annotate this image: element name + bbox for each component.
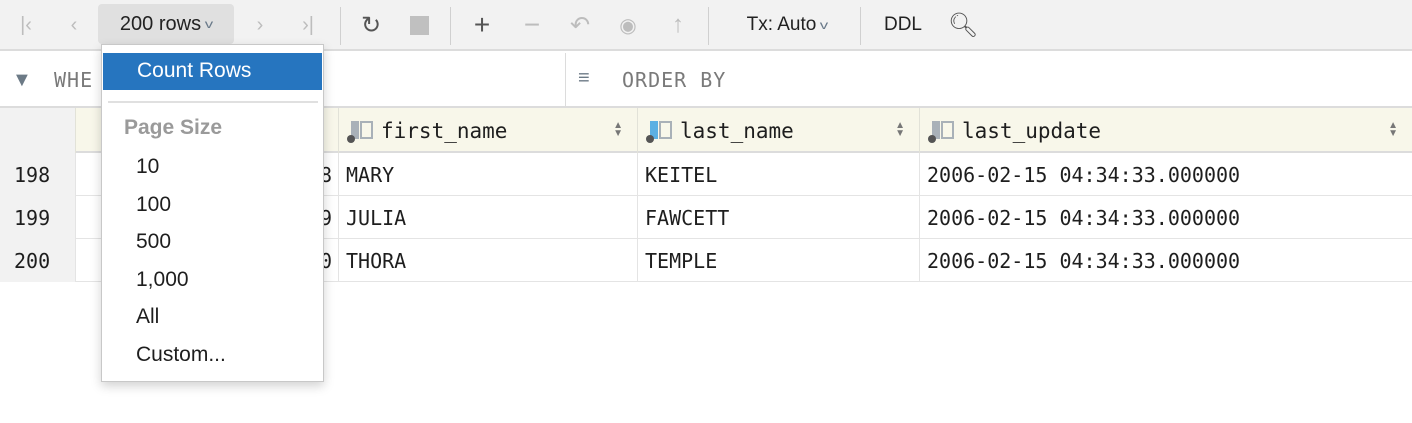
table-row[interactable]: 199 9 JULIA FAWCETT 2006-02-15 04:34:33.… <box>0 196 1412 239</box>
row-number-header <box>0 108 75 153</box>
column-icon <box>347 119 373 143</box>
cell-first-name[interactable]: MARY <box>338 153 637 196</box>
menu-item-500[interactable]: 500 <box>136 230 172 253</box>
chevron-down-icon: v <box>204 17 214 31</box>
divider <box>708 7 709 45</box>
add-row-icon[interactable]: + <box>473 9 491 40</box>
push-icon[interactable]: ↑ <box>672 11 684 38</box>
revert-icon[interactable]: ↶ <box>569 11 591 39</box>
divider <box>450 7 451 45</box>
column-header-id[interactable] <box>75 108 338 153</box>
cell-last-update[interactable]: 2006-02-15 04:34:33.000000 <box>919 153 1412 196</box>
order-by-input[interactable]: ORDER BY <box>622 68 727 92</box>
cell-last-update[interactable]: 2006-02-15 04:34:33.000000 <box>919 196 1412 239</box>
sort-toggle-icon[interactable]: ▲ ▼ <box>1388 120 1398 139</box>
toolbar: |‹ ‹ 200 rows v › ›| ↻ + − ↶ ◉ ↑ Tx: Auto… <box>0 0 1412 51</box>
row-number: 200 <box>0 239 75 282</box>
menu-item-all[interactable]: All <box>136 305 160 328</box>
indexed-column-icon <box>646 119 672 143</box>
ddl-button[interactable]: DDL <box>880 10 926 40</box>
refresh-icon[interactable]: ↻ <box>360 11 382 39</box>
cell-last-name[interactable]: TEMPLE <box>637 239 919 282</box>
search-icon[interactable]: 🔍︎ <box>947 11 979 39</box>
divider <box>860 7 861 45</box>
menu-item-100[interactable]: 100 <box>136 193 172 216</box>
first-page-icon[interactable]: |‹ <box>20 13 32 36</box>
cell-last-update[interactable]: 2006-02-15 04:34:33.000000 <box>919 239 1412 282</box>
page-size-label: 200 rows <box>119 12 202 35</box>
submit-icon[interactable]: ◉ <box>619 14 637 37</box>
previous-page-icon[interactable]: ‹ <box>70 13 78 36</box>
row-number: 198 <box>0 153 75 196</box>
filter-icon: ▼ <box>12 69 32 91</box>
page-size-dropdown[interactable]: 200 rows v <box>98 4 234 44</box>
cell-last-name[interactable]: FAWCETT <box>637 196 919 239</box>
chevron-down-icon: v <box>820 18 829 32</box>
cell-first-name[interactable]: JULIA <box>338 196 637 239</box>
ddl-label: DDL <box>883 14 922 35</box>
column-header-last-name[interactable]: last_name ▲ ▼ <box>637 108 919 153</box>
menu-section-page-size: Page Size <box>124 116 223 139</box>
column-icon <box>928 119 954 143</box>
delete-row-icon[interactable]: − <box>523 9 541 40</box>
divider <box>340 7 341 45</box>
menu-separator <box>108 101 318 103</box>
next-page-icon[interactable]: › <box>256 13 264 36</box>
column-header-first-name[interactable]: first_name ▲ ▼ <box>338 108 637 153</box>
where-input[interactable]: WHE <box>54 68 94 92</box>
cell-last-name[interactable]: KEITEL <box>637 153 919 196</box>
table-row[interactable]: 198 8 MARY KEITEL 2006-02-15 04:34:33.00… <box>0 153 1412 196</box>
tx-mode-dropdown[interactable]: Tx: Auto v <box>734 10 840 40</box>
table-row[interactable]: 200 0 THORA TEMPLE 2006-02-15 04:34:33.0… <box>0 239 1412 282</box>
tx-label: Tx: Auto <box>746 14 817 35</box>
menu-item-count-rows[interactable]: Count Rows <box>103 53 322 90</box>
menu-item-custom[interactable]: Custom... <box>136 343 226 366</box>
menu-item-10[interactable]: 10 <box>136 155 160 178</box>
sort-toggle-icon[interactable]: ▲ ▼ <box>895 120 905 139</box>
sort-icon: ≡ <box>578 67 590 89</box>
stop-icon[interactable] <box>406 10 432 40</box>
cell-first-name[interactable]: THORA <box>338 239 637 282</box>
sort-toggle-icon[interactable]: ▲ ▼ <box>613 120 623 139</box>
last-page-icon[interactable]: ›| <box>302 13 314 36</box>
row-number: 199 <box>0 196 75 239</box>
page-size-menu: Count Rows Page Size 10 100 500 1,000 Al… <box>101 44 324 382</box>
menu-item-1000[interactable]: 1,000 <box>136 268 189 291</box>
column-header-last-update[interactable]: last_update ▲ ▼ <box>919 108 1412 153</box>
